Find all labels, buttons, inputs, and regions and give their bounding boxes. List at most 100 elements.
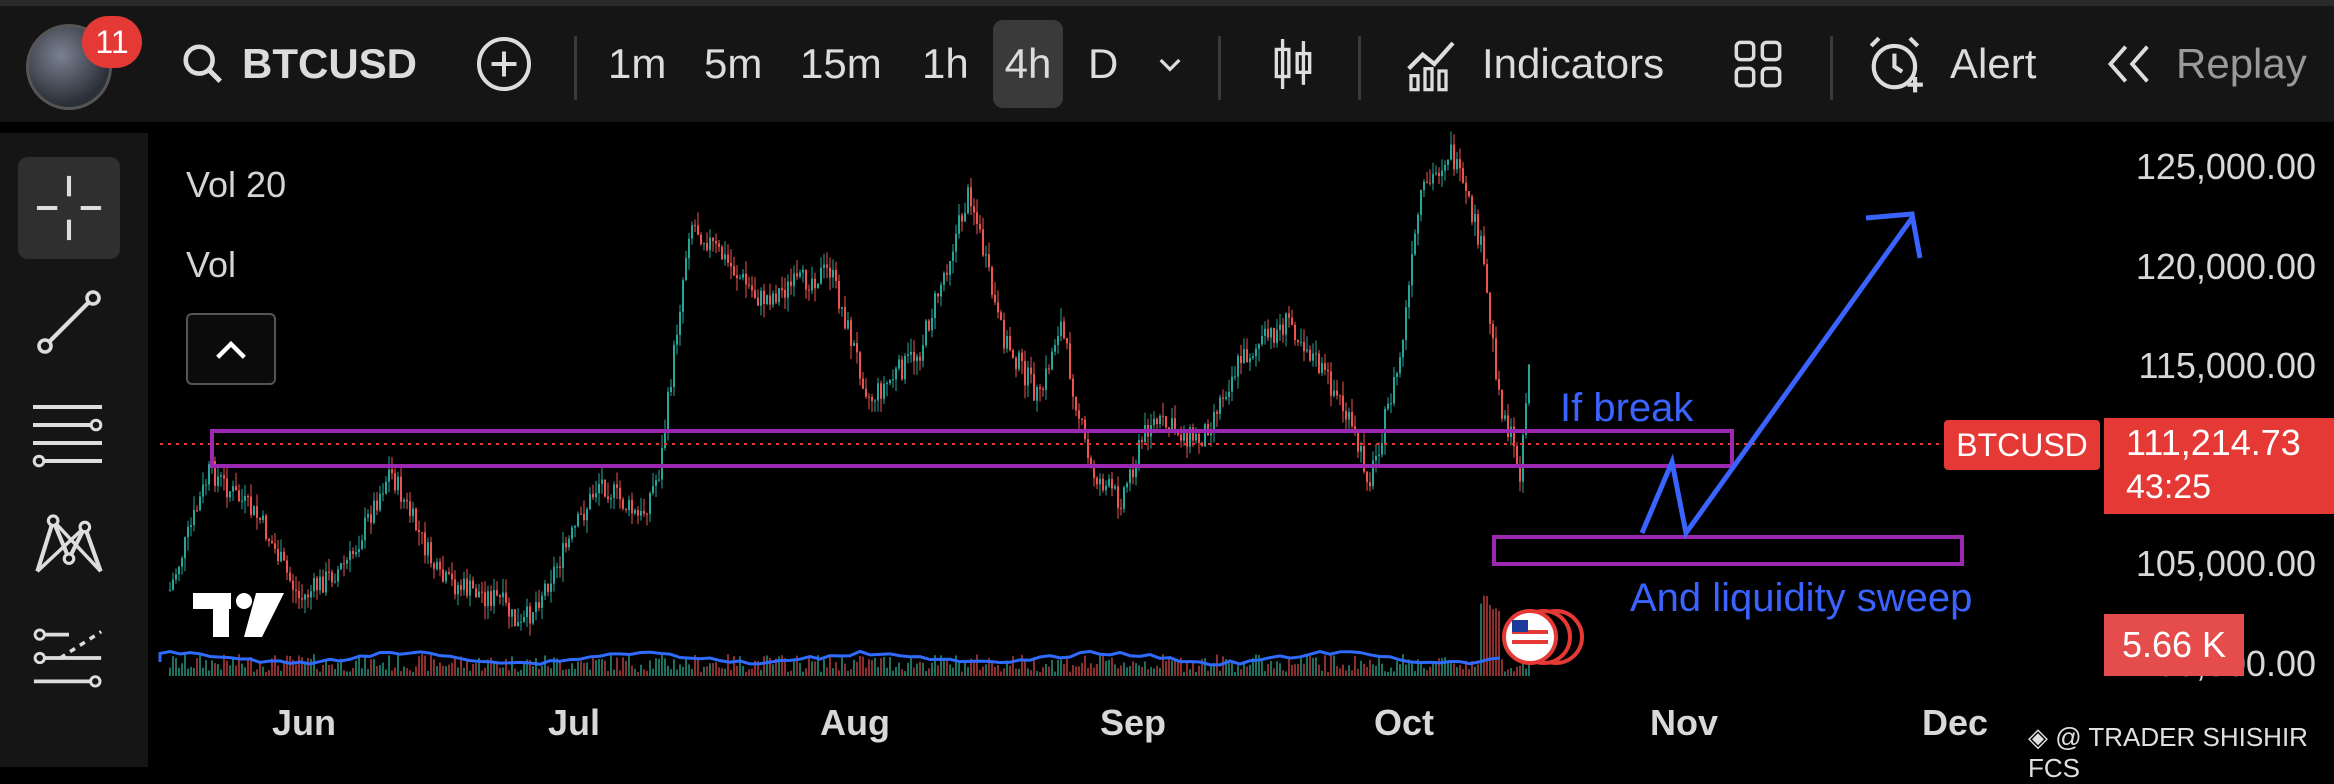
replay-button[interactable]: Replay bbox=[2104, 6, 2307, 122]
chart-type-button[interactable] bbox=[1268, 6, 1318, 122]
crosshair-tool[interactable] bbox=[18, 157, 120, 259]
candle-body bbox=[985, 254, 987, 256]
candle-body bbox=[1423, 181, 1425, 190]
tf-1m[interactable]: 1m bbox=[608, 40, 667, 87]
trend-line-tool[interactable] bbox=[18, 271, 120, 373]
vol-legend[interactable]: Vol bbox=[186, 244, 237, 285]
volume-bar bbox=[1012, 656, 1014, 676]
volume-bar bbox=[325, 658, 327, 676]
candle-body bbox=[586, 509, 588, 521]
volume-bar bbox=[427, 670, 429, 676]
candle-body bbox=[868, 396, 870, 398]
tf-15m[interactable]: 15m bbox=[800, 40, 882, 87]
symbol-search[interactable]: BTCUSD bbox=[180, 6, 417, 122]
volume-bar bbox=[274, 655, 276, 676]
tf-1h[interactable]: 1h bbox=[922, 40, 969, 87]
pattern-tool[interactable] bbox=[18, 495, 120, 597]
candle-body bbox=[925, 320, 927, 346]
candle-body bbox=[598, 483, 600, 494]
candle-body bbox=[1438, 172, 1440, 176]
volume-bar bbox=[187, 668, 189, 676]
collapse-legend-button[interactable] bbox=[186, 313, 276, 385]
volume-bar bbox=[610, 655, 612, 676]
liquidity-sweep-annotation[interactable]: And liquidity sweep bbox=[1630, 576, 1973, 620]
candle-body bbox=[316, 578, 318, 591]
volume-bar bbox=[1282, 670, 1284, 676]
alert-button[interactable]: Alert bbox=[1866, 6, 2036, 122]
volume-bar bbox=[409, 670, 411, 676]
time-tick: Oct bbox=[1374, 702, 1435, 743]
vol20-legend[interactable]: Vol 20 bbox=[186, 164, 287, 205]
volume-bar bbox=[1510, 668, 1512, 676]
volume-bar bbox=[1240, 669, 1242, 676]
indicators-button[interactable]: Indicators bbox=[1404, 6, 1664, 122]
candle-body bbox=[1099, 478, 1101, 485]
volume-bar bbox=[199, 655, 201, 676]
volume-bar bbox=[745, 671, 747, 676]
projection-path[interactable] bbox=[1639, 216, 1915, 540]
candle-body bbox=[673, 344, 675, 388]
candle-body bbox=[616, 484, 618, 488]
volume-bar bbox=[1408, 659, 1410, 676]
trend-line-icon bbox=[37, 290, 101, 354]
candle-body bbox=[541, 595, 543, 608]
tf-4h[interactable]: 4h bbox=[993, 20, 1063, 108]
candle-body bbox=[1036, 387, 1038, 401]
volume-bar bbox=[556, 658, 558, 676]
volume-bar bbox=[1264, 671, 1266, 676]
candle-body bbox=[901, 359, 903, 380]
volume-bar bbox=[280, 670, 282, 676]
volume-bar bbox=[1384, 671, 1386, 676]
candle-body bbox=[508, 602, 510, 617]
volume-bar bbox=[757, 661, 759, 676]
candle-body bbox=[436, 561, 438, 570]
if-break-annotation[interactable]: If break bbox=[1560, 386, 1694, 430]
prediction-tool[interactable] bbox=[18, 607, 120, 709]
add-symbol-button[interactable] bbox=[474, 6, 534, 122]
candle-body bbox=[1507, 415, 1509, 438]
price-chart[interactable] bbox=[0, 0, 2334, 767]
candle-body bbox=[769, 295, 771, 305]
volume-bar bbox=[1303, 663, 1305, 676]
volume-bar bbox=[457, 667, 459, 676]
fib-retracement-tool[interactable] bbox=[18, 383, 120, 485]
volume-bar bbox=[262, 666, 264, 676]
candle-body bbox=[187, 526, 189, 538]
volume-bar bbox=[214, 663, 216, 676]
volume-bar bbox=[754, 660, 756, 676]
candle-body bbox=[448, 571, 450, 574]
candle-body bbox=[1456, 159, 1458, 170]
candle-body bbox=[568, 538, 570, 548]
tf-5m[interactable]: 5m bbox=[704, 40, 763, 87]
support-zone[interactable] bbox=[210, 429, 1734, 468]
candle-body bbox=[1471, 196, 1473, 223]
volume-bar bbox=[1525, 668, 1527, 676]
layouts-button[interactable] bbox=[1732, 6, 1784, 122]
volume-bar bbox=[1054, 671, 1056, 676]
volume-bar bbox=[511, 656, 513, 676]
candle-body bbox=[1414, 233, 1416, 255]
volume-bar bbox=[604, 660, 606, 676]
tf-d[interactable]: D bbox=[1088, 40, 1119, 87]
volume-bar bbox=[1309, 656, 1311, 676]
timeframe-dropdown[interactable] bbox=[1154, 6, 1186, 122]
candle-body bbox=[385, 481, 387, 494]
candle-body bbox=[1492, 324, 1494, 339]
candle-body bbox=[1138, 440, 1140, 464]
liquidity-zone[interactable] bbox=[1492, 535, 1964, 566]
volume-bar bbox=[298, 655, 300, 676]
economic-events-icon[interactable] bbox=[1502, 609, 1584, 665]
candle-body bbox=[382, 493, 384, 495]
volume-bar bbox=[1417, 659, 1419, 676]
candle-body bbox=[229, 491, 231, 498]
candle-body bbox=[991, 267, 993, 295]
candle-body bbox=[511, 609, 513, 617]
volume-bar bbox=[1474, 666, 1476, 676]
volume-bar bbox=[691, 668, 693, 676]
candle-body bbox=[394, 473, 396, 491]
candle-body bbox=[841, 307, 843, 309]
candle-body bbox=[712, 237, 714, 241]
candle-body bbox=[1144, 424, 1146, 443]
candle-body bbox=[1102, 478, 1104, 491]
candle-body bbox=[799, 272, 801, 277]
